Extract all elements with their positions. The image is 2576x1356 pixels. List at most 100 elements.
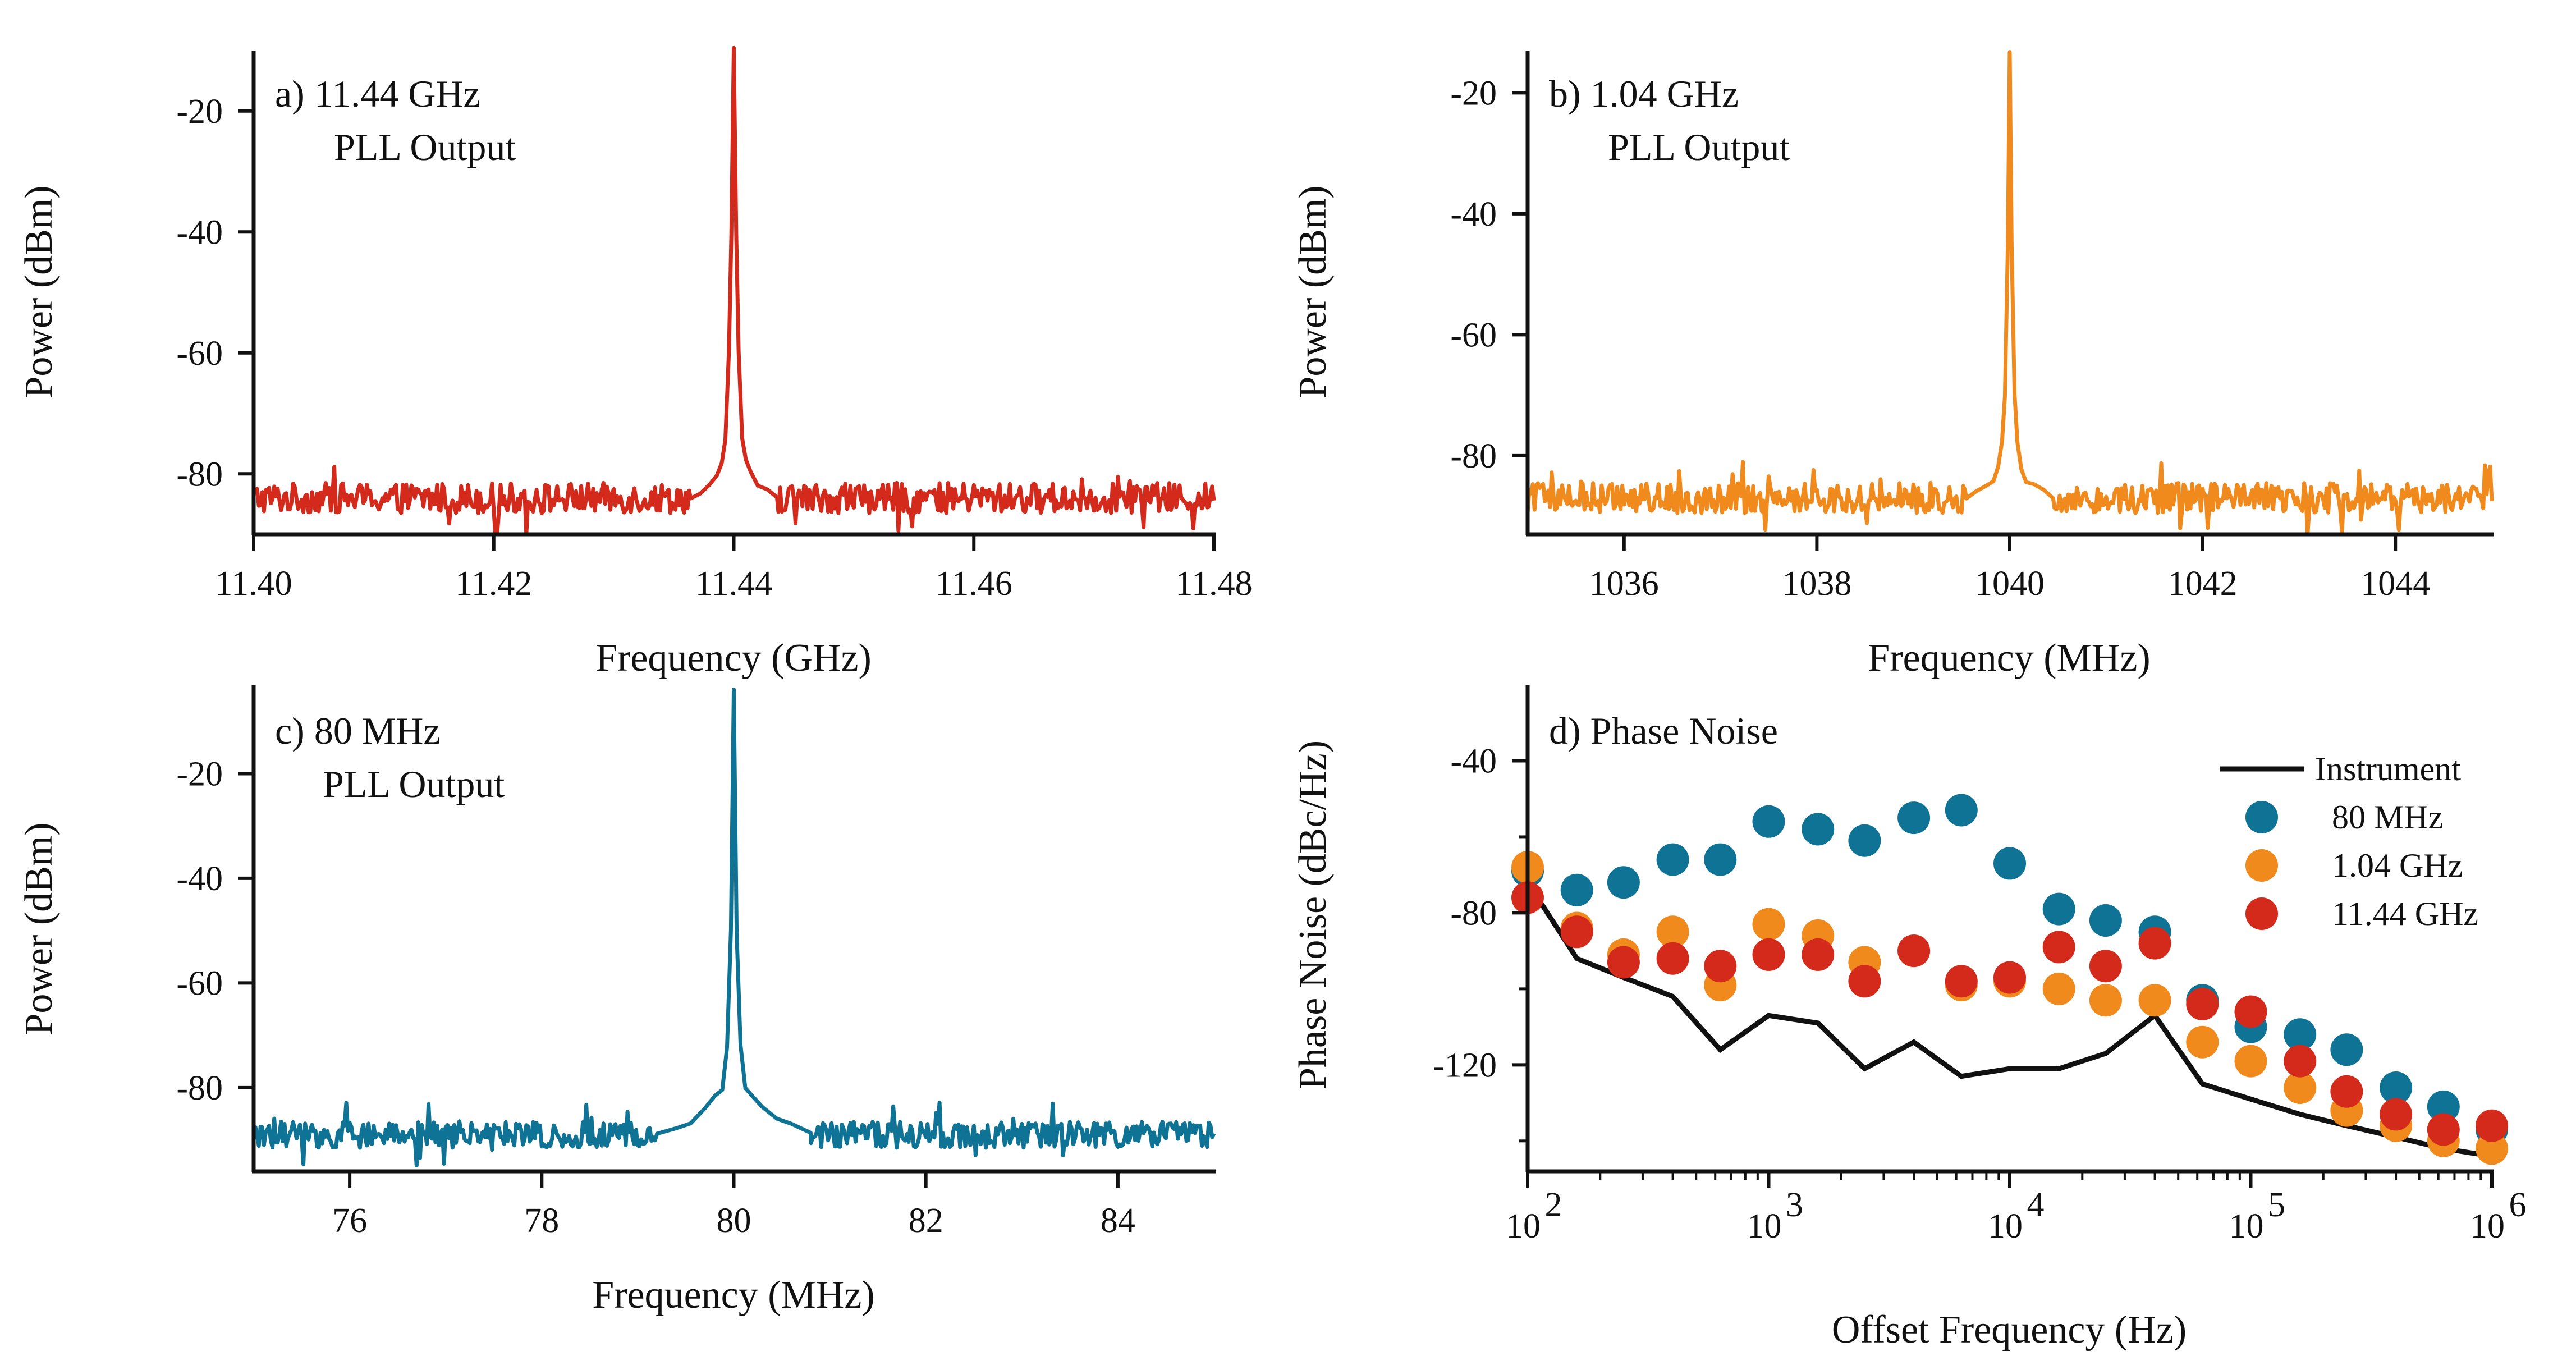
y-tick-label: -80 — [1450, 437, 1497, 475]
x-tick-label: 11.44 — [695, 565, 772, 603]
data-point — [1656, 843, 1689, 876]
data-point — [1993, 961, 2026, 994]
data-point — [1752, 938, 1785, 971]
y-tick-label: -40 — [176, 213, 223, 251]
legend-label: Instrument — [2315, 750, 2461, 787]
data-point — [2234, 1045, 2267, 1078]
data-point — [2042, 931, 2075, 964]
y-tick-label: -60 — [176, 964, 223, 1002]
y-tick-label: -60 — [176, 335, 223, 373]
panel-c-series — [251, 688, 1216, 1168]
data-point — [1752, 908, 1785, 941]
panel-d-ylabel: Phase Noise (dBc/Hz) — [1291, 740, 1335, 1089]
data-point — [1802, 813, 1835, 846]
x-tick-exponent: 6 — [2509, 1186, 2527, 1224]
y-tick-label: -80 — [176, 455, 223, 493]
legend-marker-swatch — [2245, 801, 2278, 833]
legend-marker-swatch — [2245, 897, 2278, 930]
x-tick-label: 1044 — [2360, 565, 2430, 603]
y-tick-label: -80 — [176, 1069, 223, 1107]
legend-marker-swatch — [2245, 849, 2278, 882]
data-point — [1607, 866, 1640, 899]
x-tick-label: 11.42 — [455, 565, 532, 603]
data-point — [2138, 984, 2171, 1017]
x-tick-exponent: 5 — [2268, 1186, 2285, 1224]
panel-b-xlabel: Frequency (MHz) — [1868, 636, 2150, 680]
data-point — [1704, 843, 1737, 876]
data-point — [2284, 1071, 2317, 1104]
data-point — [1607, 946, 1640, 979]
panel-d-legend: Instrument 80 MHz 1.04 GHz 11.44 GHz — [2220, 750, 2478, 932]
x-tick-label: 10 — [1747, 1207, 1782, 1245]
data-point — [2138, 927, 2171, 960]
legend-label: 11.44 GHz — [2332, 895, 2478, 932]
y-tick-label: -40 — [1450, 742, 1497, 780]
panel-c-sublabel: PLL Output — [323, 763, 505, 805]
data-point — [1656, 915, 1689, 949]
spectrum-trace — [251, 688, 1216, 1168]
data-point — [2330, 1075, 2363, 1108]
data-point — [2089, 950, 2122, 983]
x-tick-label: 80 — [717, 1202, 751, 1240]
data-point — [1802, 938, 1835, 971]
data-point — [1993, 847, 2026, 880]
panel-c-ylabel: Power (dBm) — [17, 822, 61, 1035]
x-tick-exponent: 3 — [1786, 1186, 1803, 1224]
panel-c: -80 -60 -40 -20 76 78 80 82 84 c) 80 MHz PLL Out… — [17, 685, 1216, 1317]
data-point — [2089, 984, 2122, 1017]
data-point — [2284, 1045, 2317, 1078]
panel-a-xlabel: Frequency (GHz) — [595, 636, 872, 680]
x-tick-label: 78 — [524, 1202, 559, 1240]
y-tick-label: -80 — [1450, 894, 1497, 932]
data-point — [2042, 892, 2075, 926]
panel-b: -80 -60 -40 -20 1036 1038 1040 1042 1044 b) 1.04… — [1291, 50, 2494, 680]
panel-b-label: b) 1.04 GHz — [1549, 72, 1739, 115]
data-point — [1848, 965, 1881, 998]
y-tick-label: -20 — [176, 93, 223, 131]
y-tick-label: -120 — [1433, 1046, 1497, 1084]
y-tick-label: -60 — [1450, 316, 1497, 354]
panel-a-ticks: -80 -60 -40 -20 11.40 11.42 11.44 11.46 11.48 — [176, 93, 1252, 603]
data-point — [2186, 988, 2219, 1020]
y-tick-label: -40 — [176, 860, 223, 898]
panel-d-label: d) Phase Noise — [1549, 709, 1778, 752]
y-tick-label: -20 — [176, 755, 223, 793]
panel-b-sublabel: PLL Output — [1608, 126, 1790, 168]
data-point — [1848, 824, 1881, 857]
x-tick-label: 1042 — [2168, 565, 2238, 603]
data-point — [2234, 995, 2267, 1028]
data-point — [1704, 950, 1737, 983]
x-tick-label: 76 — [332, 1202, 367, 1240]
x-tick-label: 11.48 — [1175, 565, 1252, 603]
data-point — [2042, 972, 2075, 1005]
x-tick-label: 1040 — [1975, 565, 2045, 603]
x-tick-exponent: 4 — [2027, 1186, 2045, 1224]
panel-d-xlabel: Offset Frequency (Hz) — [1832, 1308, 2187, 1352]
panel-a: -80 -60 -40 -20 11.40 11.42 11.44 11.46 11.48 a)… — [17, 45, 1253, 680]
panel-b-ticks: -80 -60 -40 -20 1036 1038 1040 1042 1044 — [1450, 74, 2430, 603]
data-point — [2330, 1033, 2363, 1066]
data-point — [2089, 904, 2122, 937]
data-point — [2427, 1090, 2460, 1123]
spectrum-trace — [253, 45, 1216, 537]
panel-a-label: a) 11.44 GHz — [275, 72, 480, 115]
panel-a-ylabel: Power (dBm) — [17, 185, 61, 398]
data-point — [2380, 1071, 2413, 1104]
x-tick-label: 10 — [1506, 1207, 1541, 1245]
x-tick-label: 10 — [1988, 1207, 2023, 1245]
data-point — [1897, 934, 1931, 968]
panel-b-series — [1525, 50, 2494, 537]
data-point — [1560, 915, 1593, 949]
x-tick-label: 84 — [1101, 1202, 1135, 1240]
legend-label: 80 MHz — [2332, 799, 2443, 836]
data-point — [1945, 794, 1978, 827]
y-tick-label: -40 — [1450, 195, 1497, 233]
x-tick-label: 1038 — [1782, 565, 1851, 603]
instrument-line — [1525, 881, 2492, 1159]
data-point — [1560, 873, 1593, 906]
x-tick-label: 82 — [909, 1202, 943, 1240]
panel-c-xlabel: Frequency (MHz) — [592, 1273, 874, 1317]
x-tick-label: 10 — [2229, 1207, 2264, 1245]
